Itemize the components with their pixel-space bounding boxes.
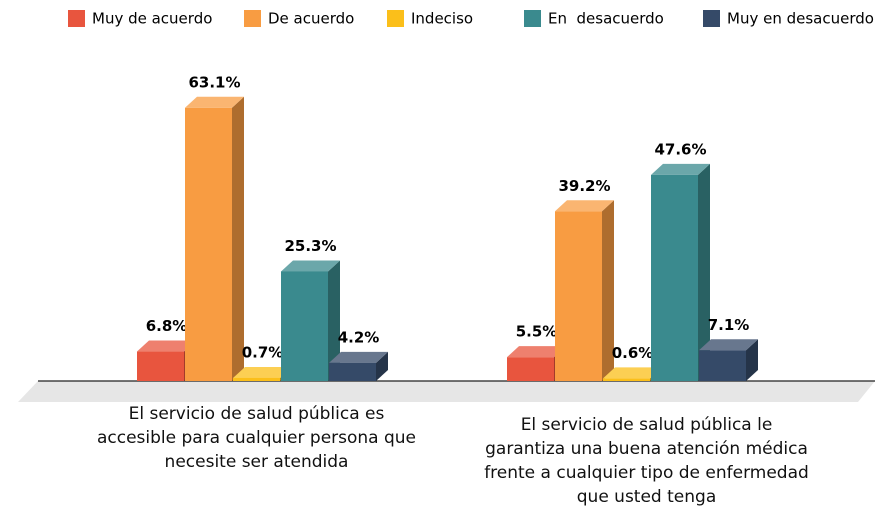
bar-top <box>699 339 758 351</box>
legend-swatch <box>524 10 541 27</box>
bar <box>329 362 376 381</box>
value-label: 5.5% <box>516 323 558 341</box>
legend-swatch <box>703 10 720 27</box>
value-label: 63.1% <box>188 73 240 91</box>
legend-label: Muy en desacuerdo <box>727 10 874 28</box>
bar-top <box>233 366 292 378</box>
bar <box>651 174 698 381</box>
legend-label: En desacuerdo <box>548 10 664 28</box>
value-label: 6.8% <box>146 317 188 335</box>
bar-top <box>281 260 340 272</box>
value-label: 0.6% <box>612 344 654 362</box>
value-label: 47.6% <box>654 140 706 158</box>
bar-top <box>137 340 196 352</box>
bar <box>699 350 746 381</box>
legend-swatch <box>244 10 261 27</box>
bar <box>137 351 184 381</box>
legend-swatch <box>387 10 404 27</box>
bar-side <box>328 260 340 381</box>
bar-top <box>507 346 566 358</box>
bar-side <box>698 163 710 381</box>
bar-top <box>603 367 662 379</box>
bar-side <box>232 96 244 381</box>
bar <box>233 377 280 381</box>
category-label: El servicio de salud pública le garantiz… <box>484 415 809 507</box>
legend-label: Indeciso <box>411 10 473 28</box>
value-label: 39.2% <box>558 177 610 195</box>
bar <box>555 211 602 381</box>
bar-side <box>746 339 758 381</box>
legend-label: Muy de acuerdo <box>92 10 212 28</box>
bar <box>507 357 554 381</box>
value-label: 0.7% <box>242 343 284 361</box>
legend-swatch <box>68 10 85 27</box>
category-label: El servicio de salud pública es accesibl… <box>96 404 417 472</box>
value-label: 4.2% <box>338 328 380 346</box>
value-label: 25.3% <box>284 237 336 255</box>
bar-side <box>602 200 614 381</box>
bar-side <box>376 351 388 381</box>
floor <box>18 381 875 402</box>
bar-top <box>185 96 244 108</box>
bar-top <box>555 200 614 212</box>
bar <box>281 271 328 381</box>
value-label: 7.1% <box>708 316 750 334</box>
bar-top <box>329 351 388 363</box>
bar <box>603 378 650 381</box>
legend-label: De acuerdo <box>268 10 354 28</box>
bar <box>185 107 232 381</box>
bar-top <box>651 163 710 175</box>
